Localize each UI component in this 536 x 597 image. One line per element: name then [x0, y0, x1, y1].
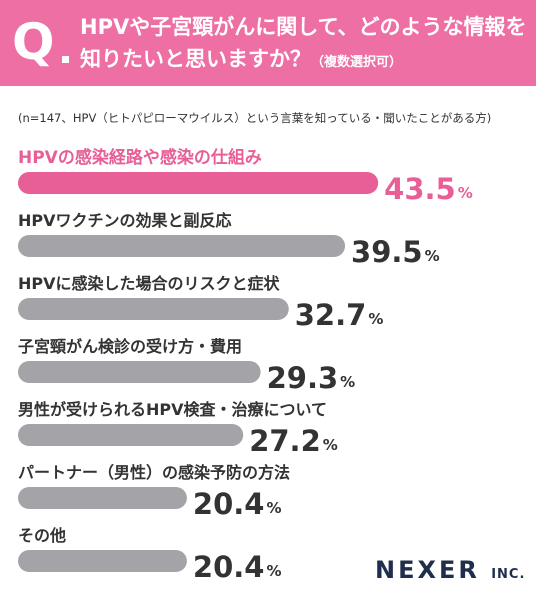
value-label: 20.4 — [193, 550, 265, 584]
bar — [18, 487, 187, 509]
question-title-line2: 知りたいと思いますか？（複数選択可） — [80, 44, 402, 78]
question-header: Q HPVや子宮頸がんに関して、どのような情報を 知りたいと思いますか？（複数選… — [0, 0, 536, 86]
bar — [18, 172, 379, 194]
value-label: 43.5 — [384, 172, 456, 206]
question-dot — [62, 56, 69, 63]
category-label: HPVの感染経路や感染の仕組み — [18, 147, 262, 168]
value-label: 29.3 — [267, 361, 339, 395]
bar — [18, 235, 346, 257]
bar — [18, 424, 244, 446]
category-label: 男性が受けられるHPV検査・治療について — [18, 400, 327, 419]
bar — [18, 361, 261, 383]
question-mark: Q — [12, 13, 55, 71]
brand-name: NEXER — [375, 556, 480, 584]
brand-logo: NEXER INC. — [375, 556, 525, 584]
question-title-line1: HPVや子宮頸がんに関して、どのような情報を — [80, 15, 527, 39]
value-label: 32.7 — [295, 298, 367, 332]
bar — [18, 550, 187, 572]
bar — [18, 298, 289, 320]
question-title-note: （複数選択可） — [311, 55, 403, 70]
value-unit: % — [266, 562, 281, 580]
value-label: 27.2 — [249, 424, 321, 458]
value-unit: % — [425, 247, 440, 265]
value-unit: % — [266, 499, 281, 517]
category-label: その他 — [18, 526, 66, 545]
value-label: 20.4 — [193, 487, 265, 521]
category-label: HPVに感染した場合のリスクと症状 — [18, 274, 281, 293]
category-label: パートナー（男性）の感染予防の方法 — [18, 463, 290, 482]
category-label: HPVワクチンの効果と副反応 — [18, 211, 232, 230]
brand-suffix: INC. — [491, 567, 526, 582]
value-unit: % — [340, 373, 355, 391]
value-unit: % — [368, 310, 383, 328]
value-label: 39.5 — [351, 235, 423, 269]
value-unit: % — [323, 436, 338, 454]
question-title-line2-text: 知りたいと思いますか？ — [80, 47, 311, 71]
category-label: 子宮頸がん検診の受け方・費用 — [18, 337, 242, 356]
value-unit: % — [458, 184, 473, 202]
sample-note: (n=147、HPV（ヒトパピローマウイルス）という言葉を知っている・聞いたこと… — [18, 111, 492, 125]
